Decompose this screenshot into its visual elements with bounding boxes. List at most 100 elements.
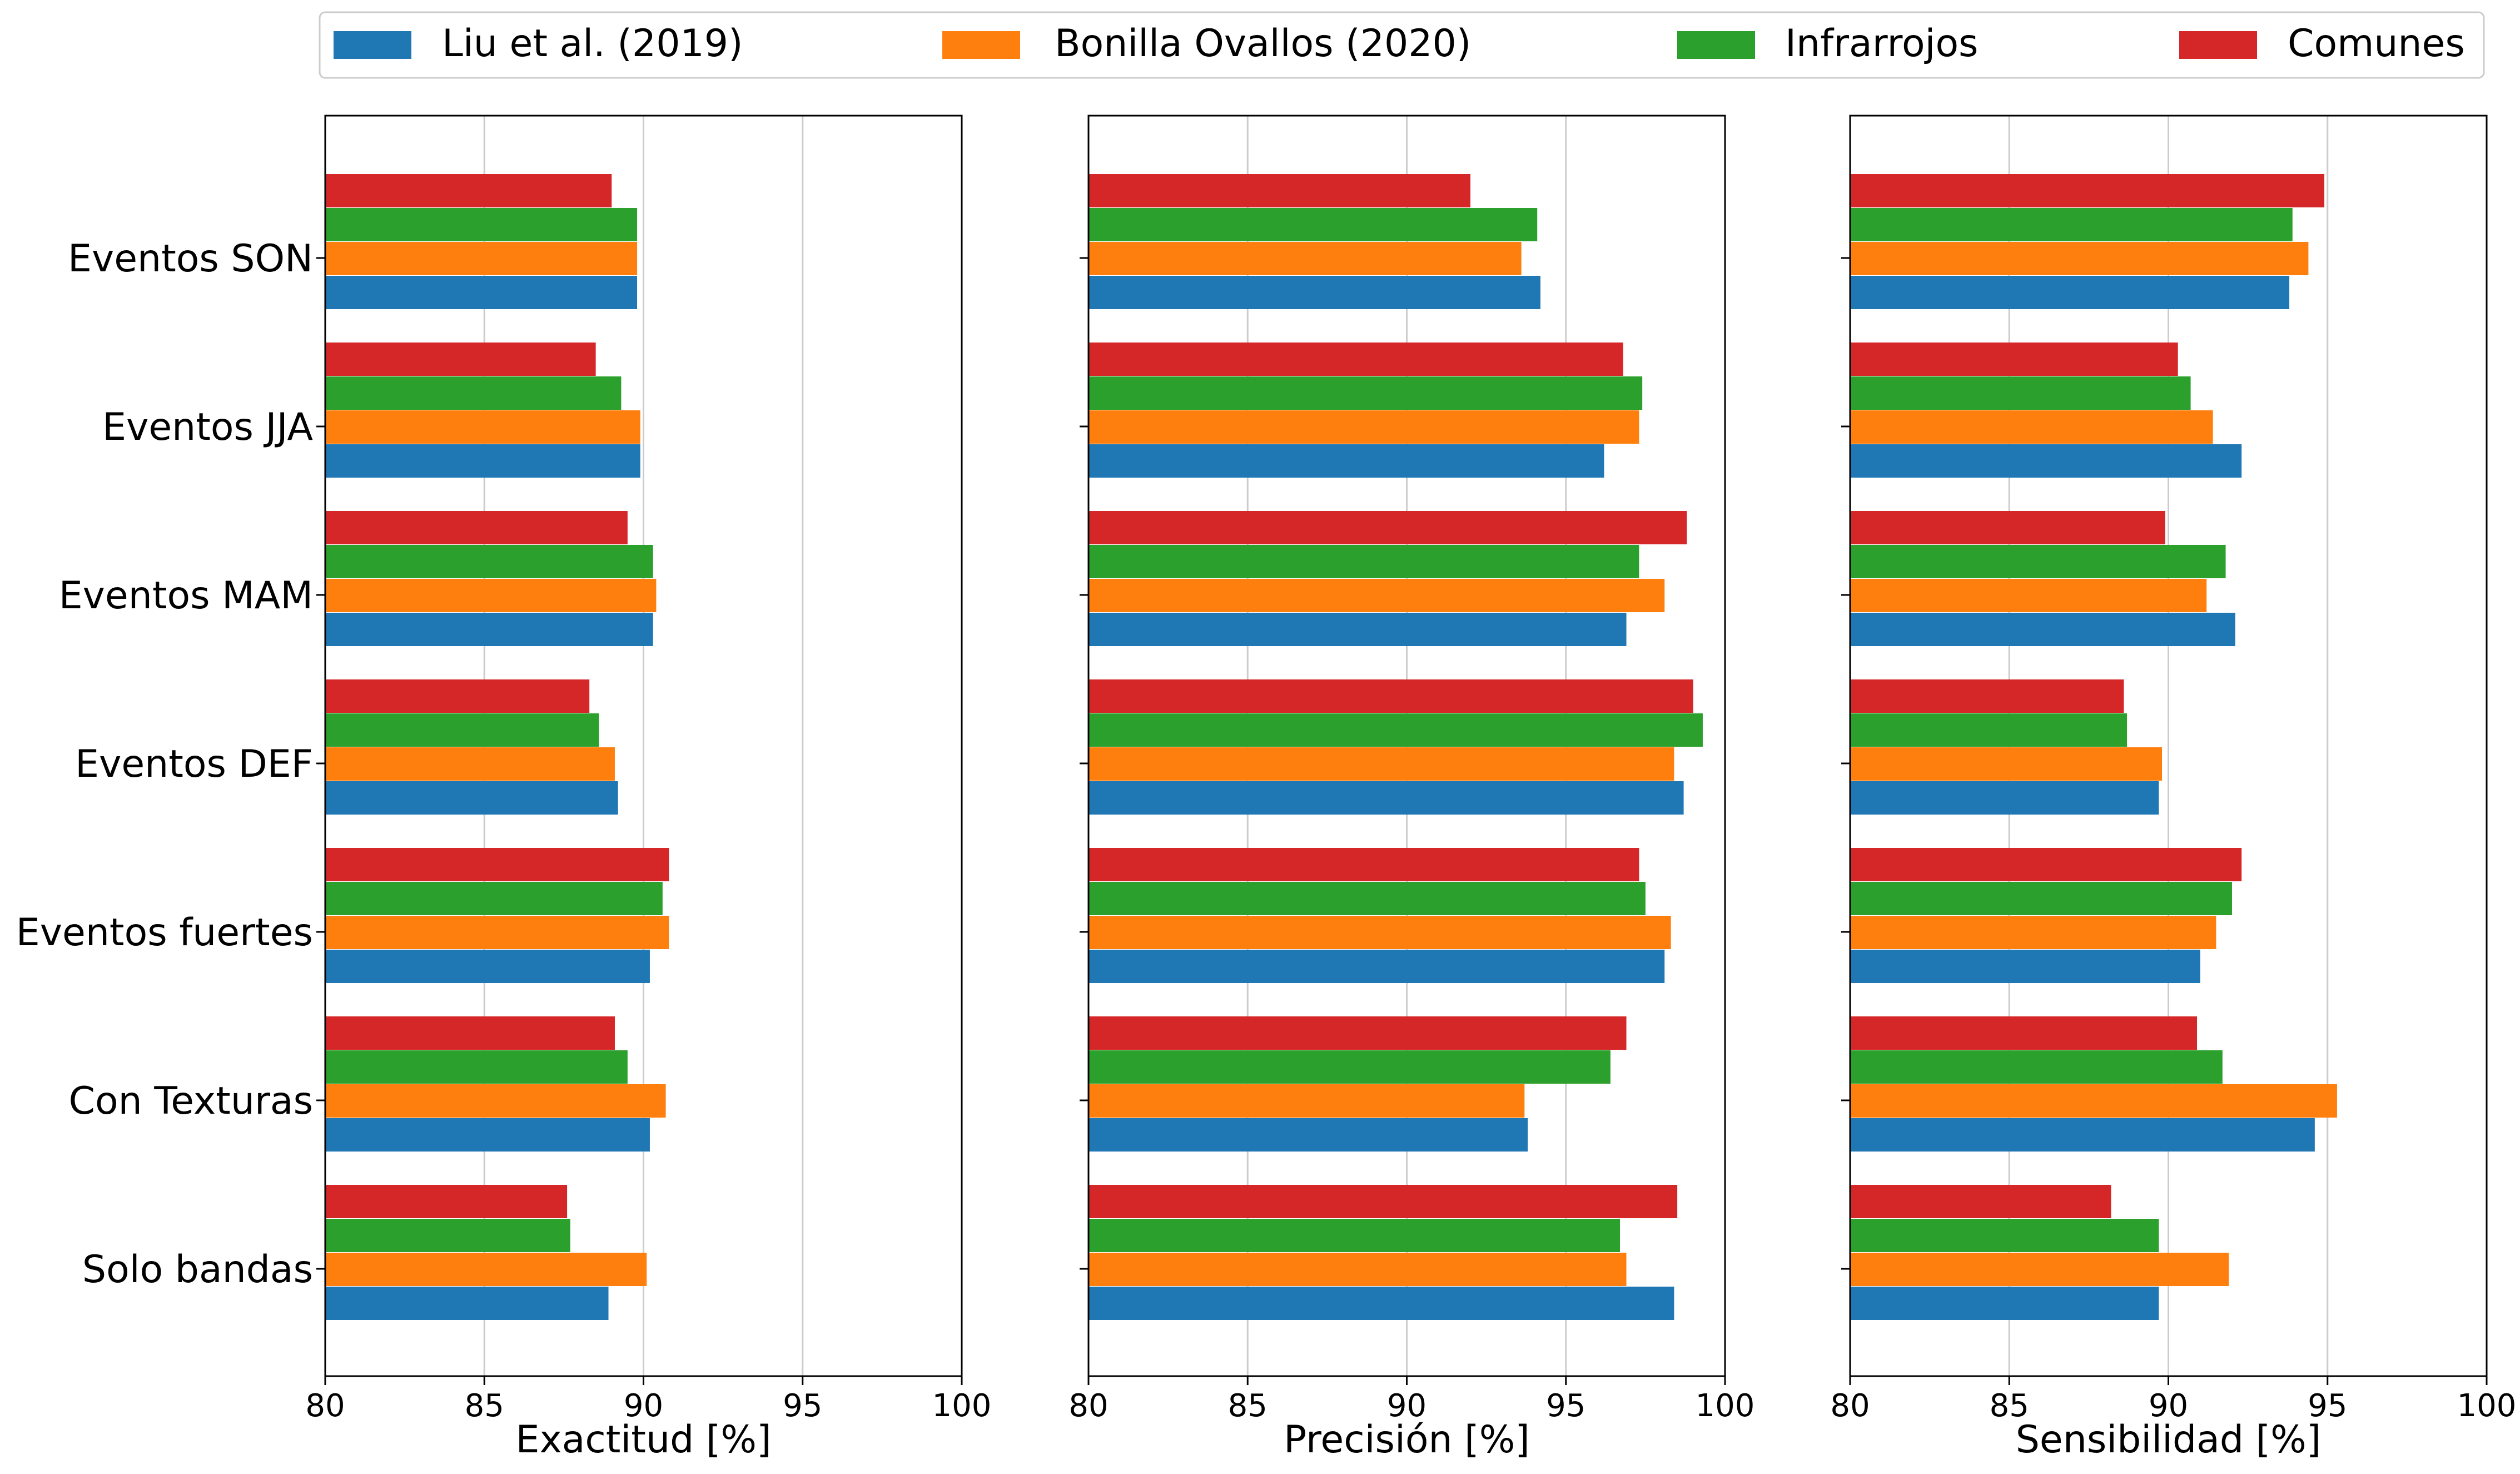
bar-p2-s1-c4 [1088,781,1684,815]
bar-p2-s4-c4 [1088,679,1693,713]
bar-p2-s1-c5 [1088,950,1665,983]
bar-p1-s3-c1 [325,208,638,241]
bar-p3-s4-c1 [1850,174,2325,207]
bar-p3-s3-c3 [1850,545,2226,578]
legend-swatch-infrarrojos [1677,31,1755,59]
x-tick-label-p3: 85 [1990,1388,2029,1424]
x-axis-label-p2: Precisión [%] [1284,1418,1530,1462]
legend-swatch-liu [334,31,411,59]
legend-swatch-bonilla [942,31,1020,59]
x-tick-label-p2: 85 [1228,1388,1268,1424]
bar-p3-s3-c7 [1850,1219,2159,1252]
bar-p2-s2-c4 [1088,747,1674,781]
bar-p1-s3-c4 [325,713,599,747]
bar-p2-s1-c7 [1088,1287,1674,1320]
bar-p3-s4-c7 [1850,1185,2111,1218]
bar-p3-s1-c6 [1850,1118,2315,1152]
bar-p3-s4-c2 [1850,343,2178,376]
bar-p1-s2-c5 [325,916,669,949]
bar-p3-s4-c4 [1850,679,2124,713]
bar-p2-s3-c3 [1088,545,1639,578]
x-tick-label-p2: 95 [1546,1388,1585,1424]
bar-p1-s2-c7 [325,1253,647,1286]
bar-p3-s2-c2 [1850,410,2213,444]
bar-p3-s1-c7 [1850,1287,2159,1320]
bar-p3-s2-c1 [1850,242,2309,275]
x-tick-label-p1: 100 [932,1388,992,1424]
x-tick-label-p3: 80 [1830,1388,1870,1424]
x-axis-label-p1: Exactitud [%] [515,1418,771,1462]
x-tick-label-p1: 85 [465,1388,504,1424]
bar-p2-s3-c5 [1088,882,1646,915]
bar-p2-s4-c7 [1088,1185,1678,1218]
x-tick-label-p1: 95 [783,1388,822,1424]
bar-p2-s2-c1 [1088,242,1522,275]
legend-label-infrarrojos: Infrarrojos [1785,22,1978,66]
bar-p3-s2-c5 [1850,916,2216,949]
bar-p1-s1-c5 [325,950,650,983]
bar-p2-s1-c2 [1088,444,1604,478]
category-label: Eventos JJA [102,405,313,449]
x-tick-label-p3: 95 [2308,1388,2347,1424]
bar-p1-s2-c3 [325,579,657,612]
category-label: Eventos DEF [75,742,313,786]
bar-p3-s3-c2 [1850,376,2191,410]
bar-p1-s3-c7 [325,1219,570,1252]
bar-p1-s4-c2 [325,343,596,376]
legend-label-liu: Liu et al. (2019) [442,22,743,66]
bar-p1-s4-c5 [325,848,669,881]
bar-p2-s1-c6 [1088,1118,1528,1152]
x-tick-label-p2: 100 [1696,1388,1755,1424]
bar-p3-s4-c5 [1850,848,2242,881]
bar-p3-s2-c3 [1850,579,2207,612]
bar-p1-s1-c1 [325,276,638,309]
legend-frame [319,11,2485,79]
x-tick-label-p1: 80 [305,1388,345,1424]
bar-p2-s3-c7 [1088,1219,1621,1252]
bar-p1-s4-c4 [325,679,590,713]
bar-p3-s1-c5 [1850,950,2200,983]
x-tick-label-p2: 80 [1068,1388,1108,1424]
bar-p3-s2-c7 [1850,1253,2229,1286]
bar-p1-s2-c1 [325,242,638,275]
bar-p1-s2-c6 [325,1084,666,1118]
bar-p2-s2-c6 [1088,1084,1525,1118]
bar-p2-s3-c6 [1088,1050,1611,1084]
bar-p3-s3-c5 [1850,882,2232,915]
bar-p1-s3-c2 [325,376,622,410]
bar-p3-s2-c6 [1850,1084,2337,1118]
bar-p3-s3-c1 [1850,208,2293,241]
bar-p2-s3-c1 [1088,208,1538,241]
bar-p2-s3-c4 [1088,713,1703,747]
x-tick-label-p2: 90 [1387,1388,1426,1424]
bar-p3-s2-c4 [1850,747,2163,781]
bar-p3-s4-c6 [1850,1016,2198,1050]
bar-p2-s4-c5 [1088,848,1639,881]
bar-p1-s3-c6 [325,1050,628,1084]
x-tick-label-p3: 100 [2457,1388,2517,1424]
bar-p1-s2-c2 [325,410,640,444]
category-label: Solo bandas [82,1248,313,1292]
bar-p1-s4-c3 [325,511,628,544]
bar-p1-s2-c4 [325,747,615,781]
bar-p2-s2-c3 [1088,579,1665,612]
bar-p1-s4-c1 [325,174,612,207]
category-label: Con Texturas [69,1079,313,1123]
bar-p2-s4-c6 [1088,1016,1627,1050]
category-label: Eventos MAM [59,574,313,618]
bar-p2-s4-c3 [1088,511,1687,544]
bar-p3-s4-c3 [1850,511,2165,544]
bar-p1-s1-c3 [325,613,653,646]
bar-p1-s4-c7 [325,1185,568,1218]
legend-swatch-comunes [2179,31,2257,59]
x-tick-label-p1: 90 [624,1388,663,1424]
bar-p2-s1-c1 [1088,276,1540,309]
bar-p1-s1-c4 [325,781,618,815]
legend-label-bonilla: Bonilla Ovallos (2020) [1055,22,1471,66]
bar-p2-s1-c3 [1088,613,1627,646]
bar-p2-s3-c2 [1088,376,1643,410]
bar-p3-s3-c6 [1850,1050,2223,1084]
x-axis-label-p3: Sensibilidad [%] [2016,1418,2322,1462]
